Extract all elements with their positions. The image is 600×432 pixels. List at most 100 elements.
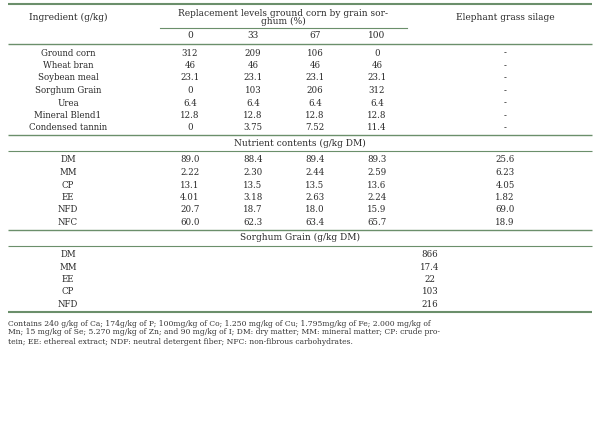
Text: Sorghum Grain: Sorghum Grain (35, 86, 101, 95)
Text: 206: 206 (307, 86, 323, 95)
Text: Ground corn: Ground corn (41, 48, 95, 57)
Text: -: - (503, 48, 506, 57)
Text: 2.30: 2.30 (244, 168, 263, 177)
Text: CP: CP (62, 181, 74, 190)
Text: 18.7: 18.7 (243, 206, 263, 215)
Text: 13.1: 13.1 (181, 181, 200, 190)
Text: Contains 240 g/kg of Ca; 174g/kg of P; 100mg/kg of Co; 1.250 mg/kg of Cu; 1.795m: Contains 240 g/kg of Ca; 174g/kg of P; 1… (8, 320, 431, 327)
Text: 89.3: 89.3 (367, 156, 386, 165)
Text: -: - (503, 111, 506, 120)
Text: 866: 866 (422, 250, 439, 259)
Text: 2.24: 2.24 (367, 193, 386, 202)
Text: 67: 67 (309, 32, 321, 41)
Text: Mineral Blend1: Mineral Blend1 (34, 111, 101, 120)
Text: 2.44: 2.44 (305, 168, 325, 177)
Text: 2.59: 2.59 (367, 168, 386, 177)
Text: 23.1: 23.1 (305, 73, 325, 83)
Text: 6.4: 6.4 (370, 98, 384, 108)
Text: Sorghum Grain (g/kg DM): Sorghum Grain (g/kg DM) (240, 233, 360, 242)
Text: 13.6: 13.6 (367, 181, 386, 190)
Text: 12.8: 12.8 (305, 111, 325, 120)
Text: 12.8: 12.8 (367, 111, 387, 120)
Text: 69.0: 69.0 (496, 206, 515, 215)
Text: NFD: NFD (58, 206, 78, 215)
Text: 0: 0 (187, 124, 193, 133)
Text: -: - (503, 86, 506, 95)
Text: 2.63: 2.63 (305, 193, 325, 202)
Text: MM: MM (59, 263, 77, 271)
Text: 6.4: 6.4 (246, 98, 260, 108)
Text: 0: 0 (187, 86, 193, 95)
Text: 89.4: 89.4 (305, 156, 325, 165)
Text: Replacement levels ground corn by grain sor-: Replacement levels ground corn by grain … (179, 9, 389, 18)
Text: DM: DM (60, 250, 76, 259)
Text: EE: EE (62, 193, 74, 202)
Text: 6.4: 6.4 (183, 98, 197, 108)
Text: 2.22: 2.22 (181, 168, 200, 177)
Text: 12.8: 12.8 (243, 111, 263, 120)
Text: 62.3: 62.3 (244, 218, 263, 227)
Text: 15.9: 15.9 (367, 206, 386, 215)
Text: 23.1: 23.1 (244, 73, 263, 83)
Text: 312: 312 (182, 48, 198, 57)
Text: 6.4: 6.4 (308, 98, 322, 108)
Text: 46: 46 (310, 61, 320, 70)
Text: 103: 103 (245, 86, 262, 95)
Text: Elephant grass silage: Elephant grass silage (455, 13, 554, 22)
Text: 4.05: 4.05 (496, 181, 515, 190)
Text: -: - (503, 73, 506, 83)
Text: 23.1: 23.1 (181, 73, 200, 83)
Text: -: - (503, 124, 506, 133)
Text: EE: EE (62, 275, 74, 284)
Text: Ingredient (g/kg): Ingredient (g/kg) (29, 13, 107, 22)
Text: tein; EE: ethereal extract; NDF: neutral detergent fiber; NFC: non-fibrous carbo: tein; EE: ethereal extract; NDF: neutral… (8, 337, 353, 346)
Text: 65.7: 65.7 (367, 218, 386, 227)
Text: Nutrient contents (g/kg DM): Nutrient contents (g/kg DM) (234, 138, 366, 148)
Text: 11.4: 11.4 (367, 124, 387, 133)
Text: 33: 33 (247, 32, 259, 41)
Text: 3.18: 3.18 (244, 193, 263, 202)
Text: 12.8: 12.8 (180, 111, 200, 120)
Text: Condensed tannin: Condensed tannin (29, 124, 107, 133)
Text: -: - (503, 98, 506, 108)
Text: Soybean meal: Soybean meal (38, 73, 98, 83)
Text: 100: 100 (368, 32, 386, 41)
Text: Urea: Urea (57, 98, 79, 108)
Text: 209: 209 (245, 48, 262, 57)
Text: 1.82: 1.82 (495, 193, 515, 202)
Text: 0: 0 (374, 48, 380, 57)
Text: 18.9: 18.9 (495, 218, 515, 227)
Text: 6.23: 6.23 (496, 168, 515, 177)
Text: 13.5: 13.5 (244, 181, 263, 190)
Text: CP: CP (62, 288, 74, 296)
Text: 22: 22 (425, 275, 436, 284)
Text: 312: 312 (369, 86, 385, 95)
Text: 46: 46 (248, 61, 259, 70)
Text: 88.4: 88.4 (243, 156, 263, 165)
Text: DM: DM (60, 156, 76, 165)
Text: NFD: NFD (58, 300, 78, 309)
Text: 46: 46 (371, 61, 383, 70)
Text: NFC: NFC (58, 218, 78, 227)
Text: 46: 46 (185, 61, 196, 70)
Text: MM: MM (59, 168, 77, 177)
Text: 89.0: 89.0 (180, 156, 200, 165)
Text: 7.52: 7.52 (305, 124, 325, 133)
Text: 216: 216 (422, 300, 439, 309)
Text: Wheat bran: Wheat bran (43, 61, 93, 70)
Text: 18.0: 18.0 (305, 206, 325, 215)
Text: 17.4: 17.4 (421, 263, 440, 271)
Text: 63.4: 63.4 (305, 218, 325, 227)
Text: 23.1: 23.1 (367, 73, 386, 83)
Text: 25.6: 25.6 (496, 156, 515, 165)
Text: 20.7: 20.7 (181, 206, 200, 215)
Text: 0: 0 (187, 32, 193, 41)
Text: -: - (503, 61, 506, 70)
Text: Mn; 15 mg/kg of Se; 5.270 mg/kg of Zn; and 90 mg/kg of I; DM: dry matter; MM: mi: Mn; 15 mg/kg of Se; 5.270 mg/kg of Zn; a… (8, 328, 440, 337)
Text: 60.0: 60.0 (180, 218, 200, 227)
Text: 4.01: 4.01 (180, 193, 200, 202)
Text: 106: 106 (307, 48, 323, 57)
Text: 3.75: 3.75 (244, 124, 263, 133)
Text: ghum (%): ghum (%) (261, 16, 306, 25)
Text: 103: 103 (422, 288, 439, 296)
